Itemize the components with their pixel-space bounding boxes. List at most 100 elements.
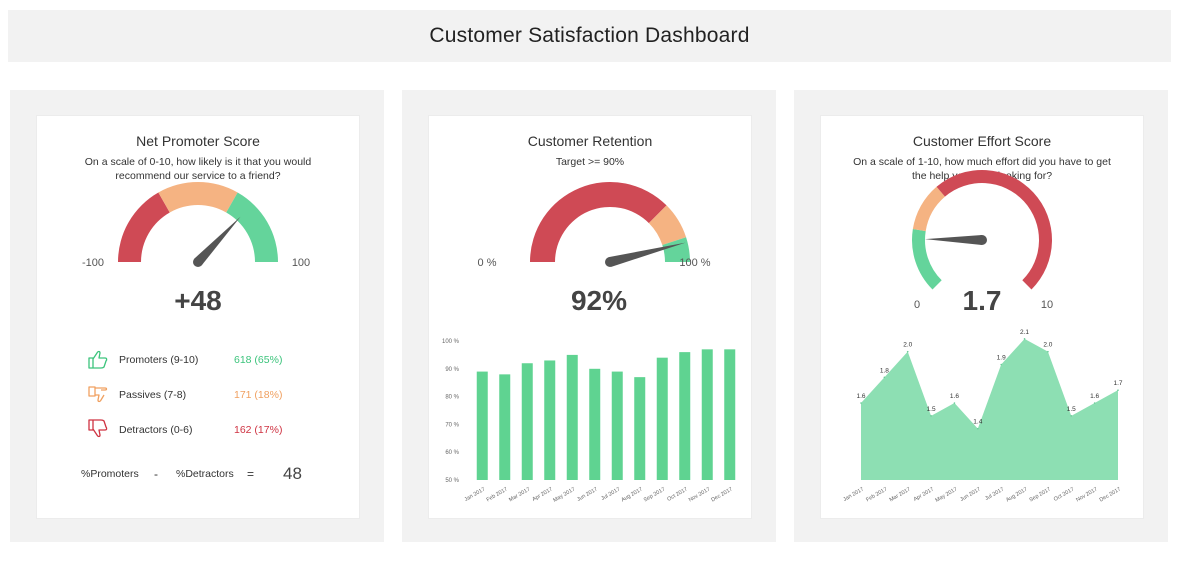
nps-segment-2 [226,192,278,262]
area-x-tick-label: Jul 2017 [984,487,1005,503]
bar-y-tick-label: 100 % [442,339,460,345]
area-data-label: 1.7 [1113,380,1122,387]
area-data-label: 1.6 [1090,393,1099,400]
nps-title: Net Promoter Score [136,133,260,149]
detractors-value: 162 (17%) [234,424,282,436]
area-data-label: 1.5 [927,406,936,413]
nps-gauge: -100 100 +48 Promoters (9-10) 618 (65%) … [81,182,310,483]
area-data-label: 1.9 [997,355,1006,362]
bar-y-tick-label: 50 % [445,478,459,484]
bar-y-tick-label: 70 % [445,422,459,428]
ces-gauge-needle [925,235,987,245]
bar-x-tick-label: Sep 2017 [643,487,666,504]
detractors-row: Detractors (0-6) 162 (17%) [88,419,282,438]
area-x-tick-label: May 2017 [935,487,959,504]
bar-x-tick-label: Mar 2017 [508,487,531,504]
bar [701,349,713,480]
formula-detractors: %Detractors [176,468,234,480]
bar-x-tick-label: Feb 2017 [486,487,509,504]
area-data-label: 1.4 [973,419,982,426]
area-data-label: 1.6 [950,393,959,400]
bar [589,368,601,480]
dashboard-title: Customer Satisfaction Dashboard [429,24,750,47]
formula-promoters: %Promoters [81,468,139,480]
retention-card: Customer Retention Target >= 90% 0 % 100… [428,115,752,519]
retention-gauge-max-label: 100 % [679,257,710,269]
bar [656,357,668,480]
thumbs-sideways-icon [88,386,108,403]
retention-gauge-needle [605,242,686,267]
retention-bar-chart: 50 % 60 % 70 % 80 % 90 % 100 % Jan 2017 Feb 201… [442,339,736,504]
ces-gauge-min-label: 0 [914,299,920,311]
nps-gauge-needle [193,216,241,267]
nps-needle-shape [194,216,241,266]
retention-segment-2 [662,237,690,262]
area-point [930,415,932,417]
thumbs-up-icon [88,350,108,369]
bar-y-tick-label: 60 % [445,450,459,456]
ces-needle-hub [977,235,987,245]
area-point [860,402,862,404]
bar [679,352,691,480]
area-x-tick-label: Mar 2017 [889,487,912,504]
area-x-tick-label: Jan 2017 [842,487,865,504]
ces-segment-1 [912,186,945,232]
area-x-tick-label: Feb 2017 [865,487,888,504]
bar-x-tick-label: Jul 2017 [600,487,621,503]
promoters-row: Promoters (9-10) 618 (65%) [88,350,282,369]
nps-gauge-value: +48 [174,285,222,316]
area-x-tick-label: Apr 2017 [913,487,935,503]
ces-gauge: 0 10 1.7 1.6 Jan 2017 1.8 Feb 2017 2.0 Mar 20… [842,169,1123,504]
area-data-label: 2.1 [1020,329,1029,336]
nps-card: Net Promoter Score On a scale of 0-10, h… [36,115,360,519]
ces-gauge-max-label: 10 [1041,299,1053,311]
area-series [861,338,1118,480]
retention-segment-0 [530,182,667,262]
ces-segment-2 [936,169,1053,290]
bar [566,354,578,480]
formula-minus: - [154,467,158,481]
bar-x-tick-label: Aug 2017 [620,487,643,504]
area-point [1023,338,1026,340]
nps-gauge-max-label: 100 [292,257,310,269]
detractors-label: Detractors (0-6) [119,424,193,436]
bar-y-tick-label: 90 % [445,367,459,373]
ces-gauge-value: 1.7 [963,285,1002,316]
bar-x-tick-label: Jun 2017 [576,487,599,504]
bar-x-tick-label: Apr 2017 [531,487,553,503]
nps-segment-0 [118,192,170,262]
area-data-label: 1.8 [880,367,889,374]
retention-gauge-value: 92% [571,285,627,316]
area-data-label: 1.5 [1067,406,1076,413]
promoters-value: 618 (65%) [234,354,282,366]
nps-panel: Net Promoter Score On a scale of 0-10, h… [10,90,384,542]
area-point [1047,350,1049,353]
retention-needle-hub [605,257,615,267]
thumbs-down-icon [88,419,108,438]
area-x-tick-label: Sep 2017 [1029,487,1052,504]
area-point [1117,389,1119,391]
nps-needle-hub [193,257,203,267]
area-x-tick-label: Dec 2017 [1099,487,1122,504]
bar [476,371,488,480]
ces-panel: Customer Effort Score On a scale of 1-10… [794,90,1168,542]
ces-needle-shape [925,235,983,245]
nps-segment-1 [158,182,238,213]
ces-segment-0 [912,229,942,290]
formula-equals: = [247,467,254,481]
dashboard-header: Customer Satisfaction Dashboard [8,10,1171,62]
area-data-label: 1.6 [856,393,865,400]
retention-gauge: 0 % 100 % 92% 50 % 60 % 70 % 80 % 90 % 100 % J… [442,182,736,504]
bar-x-tick-label: Nov 2017 [688,487,711,504]
passives-label: Passives (7-8) [119,389,186,401]
bar-x-tick-label: May 2017 [552,487,576,504]
promoters-label: Promoters (9-10) [119,354,198,366]
nps-question: On a scale of 0-10, how likely is it tha… [84,156,312,182]
area-data-label: 2.0 [903,342,912,349]
formula-result: 48 [283,464,302,483]
bar [499,374,511,480]
area-point [1000,363,1002,366]
bar [521,363,533,480]
ces-area-chart: 1.6 Jan 2017 1.8 Feb 2017 2.0 Mar 2017 1.5 Apr … [842,329,1123,504]
area-x-tick-label: Aug 2017 [1005,487,1028,504]
